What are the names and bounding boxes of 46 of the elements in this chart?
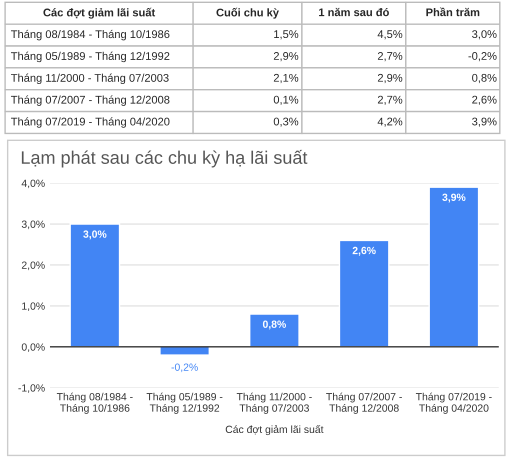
text: Tháng 07/2019 - Tháng 04/2020: [10, 117, 170, 128]
data-label: 0,8%: [262, 320, 286, 330]
text: Tháng 07/2007 - Tháng 12/2008: [10, 95, 170, 106]
y-tick-label: -1,0%: [18, 384, 45, 393]
x-tick-label: Tháng 07/2019 - Tháng 04/2020: [416, 392, 492, 414]
text: 3,9%: [472, 118, 497, 127]
category-label: Cuối chu kỳ: [216, 8, 279, 19]
bar: [428, 186, 480, 348]
text: 1,5%: [274, 30, 298, 40]
text: 0,1%: [274, 96, 298, 105]
text: 2,6%: [472, 96, 497, 105]
text: 2,7%: [378, 52, 402, 62]
text: 0,8%: [472, 74, 497, 84]
chart-title: Lạm phát sau các chu kỳ hạ lãi suất: [22, 150, 308, 168]
text: 2,9%: [274, 52, 298, 62]
x-tick-label: Tháng 11/2000 - Tháng 07/2003: [236, 392, 312, 414]
x-axis-title: Các đợt giảm lãi suất: [226, 424, 324, 436]
y-tick-label: 4,0%: [22, 180, 45, 188]
text: 4,2%: [378, 118, 402, 127]
text: 2,1%: [274, 74, 298, 84]
data-label: 3,9%: [442, 194, 466, 202]
text: Tháng 05/1989 - Tháng 12/1992: [10, 52, 170, 62]
text: 2,9%: [378, 74, 402, 84]
bar: [249, 313, 300, 348]
y-tick-label: 2,0%: [22, 261, 45, 270]
x-tick-label: Tháng 05/1989 - Tháng 12/1992: [146, 392, 222, 414]
text: 2,7%: [378, 96, 402, 105]
y-tick-label: 3,0%: [22, 220, 45, 230]
text: -0,2%: [468, 52, 497, 62]
bar: [338, 240, 390, 348]
category-label: 1 năm sau đó: [319, 8, 389, 16]
x-tick-label: Tháng 08/1984 - Tháng 10/1986: [56, 392, 133, 414]
x-tick-label: Tháng 07/2007 - Tháng 12/2008: [326, 392, 402, 414]
text: 3,0%: [472, 30, 497, 40]
data-label: 3,0%: [83, 230, 106, 240]
bar: [69, 223, 120, 348]
y-tick-label: 1,0%: [22, 302, 45, 312]
text: Tháng 11/2000 - Tháng 07/2003: [10, 74, 169, 84]
text: Tháng 08/1984 - Tháng 10/1986: [10, 30, 170, 40]
data-label: 2,6%: [352, 246, 376, 256]
category-label: Phần trăm: [426, 8, 480, 16]
text: 0,3%: [274, 118, 298, 127]
category-label: Các đợt giảm lãi suất: [43, 8, 156, 19]
text: 4,5%: [378, 30, 402, 40]
data-label: -0,2%: [171, 363, 198, 372]
y-tick-label: 0,0%: [22, 343, 45, 352]
